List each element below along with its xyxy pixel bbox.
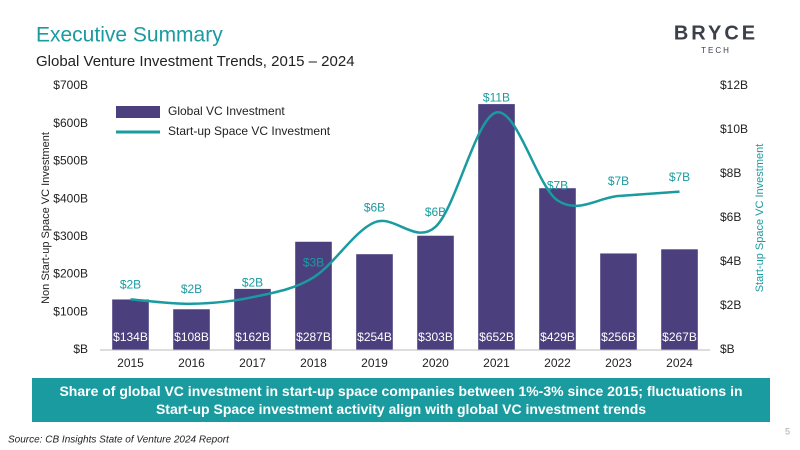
line-value-label: $2B xyxy=(181,282,202,296)
x-tick-label: 2024 xyxy=(666,356,693,370)
source: Source: CB Insights State of Venture 202… xyxy=(8,435,230,446)
chart-title: Global Venture Investment Trends, 2015 –… xyxy=(36,53,355,70)
bar xyxy=(661,249,698,350)
y-tick-label: $300B xyxy=(53,229,88,243)
x-tick-label: 2020 xyxy=(422,356,449,370)
bar-value-label: $108B xyxy=(174,330,209,344)
y2-tick-label: $6B xyxy=(720,210,741,224)
y2-axis-label: Start-up Space VC Investment xyxy=(754,144,766,293)
bar xyxy=(539,188,576,350)
bar-value-label: $134B xyxy=(113,330,148,344)
y-tick-label: $100B xyxy=(53,304,88,318)
x-tick-label: 2016 xyxy=(178,356,205,370)
y-tick-label: $200B xyxy=(53,267,88,281)
line-value-label: $7B xyxy=(608,174,629,188)
bar-value-label: $267B xyxy=(662,330,697,344)
y2-tick-label: $10B xyxy=(720,122,748,136)
callout: Share of global VC investment in start-u… xyxy=(32,378,770,422)
bar-value-label: $429B xyxy=(540,330,575,344)
bar-value-label: $303B xyxy=(418,330,453,344)
x-tick-label: 2017 xyxy=(239,356,266,370)
bar xyxy=(356,254,393,350)
line xyxy=(130,111,680,306)
y2-tick-label: $4B xyxy=(720,254,741,268)
bar-value-label: $254B xyxy=(357,330,392,344)
line-value-label: $7B xyxy=(547,179,568,193)
line-value-label: $2B xyxy=(120,278,141,292)
legend-swatch xyxy=(116,106,160,118)
bar xyxy=(112,299,149,350)
line-value-label: $7B xyxy=(669,170,690,184)
logo-sub: TECH xyxy=(701,46,731,55)
y-axis-label: Non Start-up Space VC Investment xyxy=(40,132,52,304)
x-tick-label: 2015 xyxy=(117,356,144,370)
bar xyxy=(173,309,210,350)
slide-title: Executive Summary xyxy=(36,24,223,47)
x-tick-label: 2023 xyxy=(605,356,632,370)
bar-value-label: $652B xyxy=(479,330,514,344)
y-tick-label: $400B xyxy=(53,191,88,205)
line-value-label: $11B xyxy=(483,91,510,105)
legend-label: Start-up Space VC Investment xyxy=(168,124,331,138)
bar xyxy=(417,235,454,350)
x-tick-label: 2022 xyxy=(544,356,571,370)
line-value-label: $6B xyxy=(364,201,385,215)
y2-tick-label: $8B xyxy=(720,166,741,180)
logo: BRYCE xyxy=(674,22,758,44)
x-tick-label: 2018 xyxy=(300,356,327,370)
y-tick-label: $700B xyxy=(53,78,88,92)
legend-label: Global VC Investment xyxy=(168,104,285,118)
y-tick-label: $600B xyxy=(53,116,88,130)
line-value-label: $3B xyxy=(303,256,324,270)
x-tick-label: 2021 xyxy=(483,356,510,370)
line-value-label: $2B xyxy=(242,275,263,289)
y2-tick-label: $2B xyxy=(720,298,741,312)
bar xyxy=(295,241,332,350)
bar-value-label: $162B xyxy=(235,330,270,344)
y-tick-label: $B xyxy=(73,342,88,356)
y-tick-label: $500B xyxy=(53,154,88,168)
line-value-label: $6B xyxy=(425,205,446,219)
page-number: 5 xyxy=(785,426,790,436)
x-tick-label: 2019 xyxy=(361,356,388,370)
y2-tick-label: $12B xyxy=(720,78,748,92)
bar xyxy=(600,253,637,350)
bar xyxy=(478,104,515,350)
bar-value-label: $256B xyxy=(601,330,636,344)
y2-tick-label: $B xyxy=(720,342,735,356)
bar-value-label: $287B xyxy=(296,330,331,344)
